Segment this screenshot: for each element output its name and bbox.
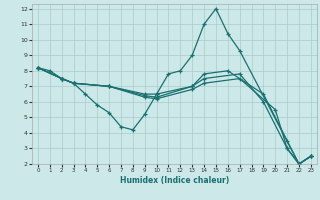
X-axis label: Humidex (Indice chaleur): Humidex (Indice chaleur) <box>120 176 229 185</box>
